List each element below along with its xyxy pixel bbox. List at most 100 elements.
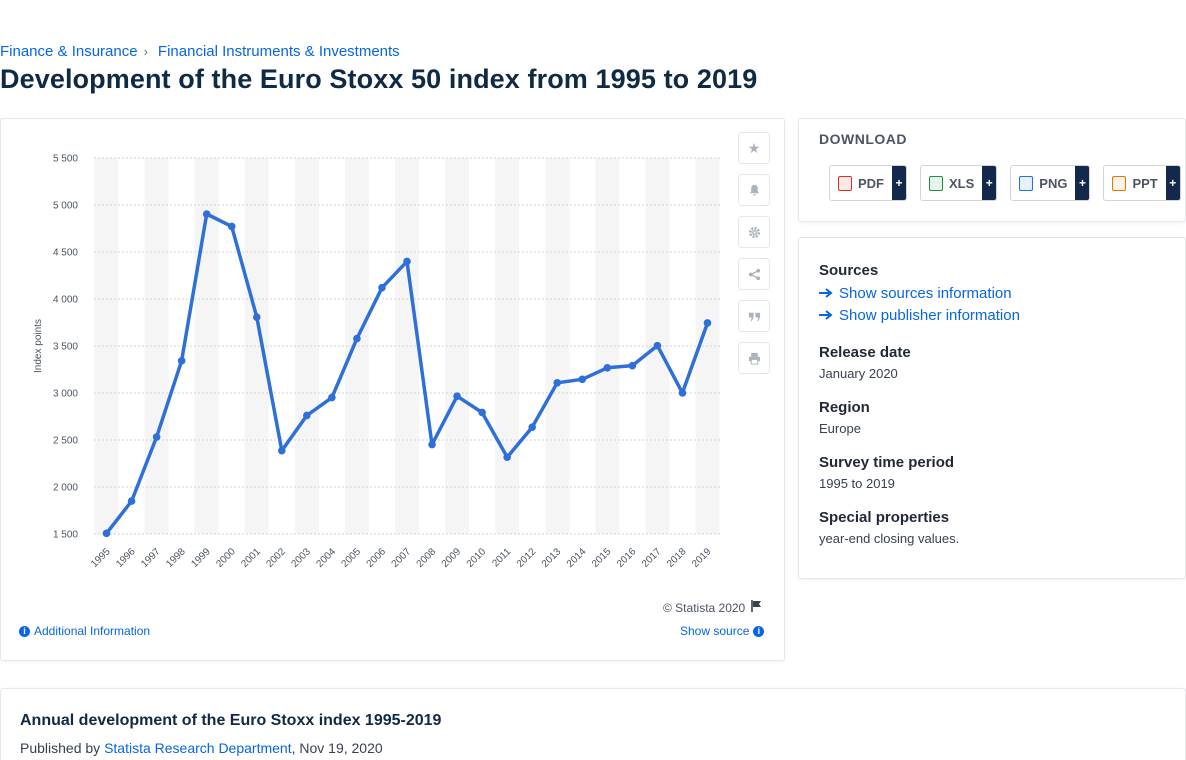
plus-icon[interactable]: + (982, 166, 997, 200)
star-icon[interactable]: ★ (738, 132, 770, 164)
y-tick-label: 3 500 (53, 342, 78, 353)
y-tick-label: 4 500 (53, 248, 78, 259)
year-band (244, 158, 269, 534)
additional-information-link[interactable]: i Additional Information (19, 624, 150, 638)
publisher-link[interactable]: Statista Research Department (104, 740, 292, 756)
y-tick-label: 1 500 (53, 530, 78, 541)
ppt-file-icon (1112, 175, 1127, 191)
y-tick-label: 2 000 (53, 483, 78, 494)
survey-period-label: Survey time period (819, 454, 955, 471)
data-point (303, 411, 311, 420)
data-point (628, 361, 637, 370)
year-band (344, 158, 369, 534)
data-point (653, 341, 662, 350)
png-file-icon (1019, 175, 1034, 191)
plus-icon[interactable]: + (892, 166, 906, 200)
x-tick-label: 2001 (239, 546, 263, 570)
download-ppt-label: PPT (1132, 175, 1158, 191)
x-tick-label: 2019 (690, 546, 714, 570)
show-source-label: Show source (680, 624, 750, 638)
data-point (252, 313, 261, 322)
data-point (553, 378, 562, 387)
breadcrumb: Finance & Insurance › Financial Instrume… (0, 43, 400, 60)
data-point (177, 357, 186, 365)
breadcrumb-item-finance[interactable]: Finance & Insurance (0, 43, 138, 60)
arrow-right-icon (819, 285, 833, 302)
bell-icon[interactable] (738, 174, 770, 206)
gear-icon[interactable] (738, 216, 770, 248)
download-card: DOWNLOAD PDF + XLS + PNG + (798, 118, 1186, 222)
pdf-file-icon (838, 175, 852, 191)
x-tick-label: 2010 (465, 546, 489, 570)
data-point (678, 389, 687, 397)
show-source-link[interactable]: Show source i (680, 624, 765, 638)
y-tick-label: 4 000 (53, 295, 78, 306)
data-points (102, 210, 712, 538)
x-tick-label: 1998 (164, 546, 188, 570)
info-icon: i (19, 625, 30, 637)
data-point (403, 257, 411, 266)
survey-period-value: 1995 to 2019 (819, 476, 895, 491)
data-point (127, 497, 136, 505)
x-tick-label: 2011 (490, 546, 513, 569)
release-date-value: January 2020 (819, 366, 898, 381)
x-tick-label: 2003 (289, 546, 313, 570)
sources-section: Sources Show sources information Show pu… (819, 262, 1020, 324)
statistic-info-card: Sources Show sources information Show pu… (798, 237, 1186, 579)
x-tick-label: 2012 (515, 546, 539, 570)
x-tick-label: 2009 (440, 546, 464, 570)
download-png-label: PNG (1039, 175, 1068, 191)
download-pdf-button[interactable]: PDF + (829, 165, 907, 201)
y-axis-ticks: 1 500 2 000 2 500 3 000 3 500 4 000 4 500 5 000… (53, 154, 78, 541)
published-date: , Nov 19, 2020 (291, 740, 383, 756)
copyright-text: © Statista 2020 (663, 600, 746, 615)
data-point (478, 408, 486, 417)
top-bar (0, 0, 1186, 36)
x-tick-label: 2005 (340, 546, 364, 570)
sources-label: Sources (819, 262, 879, 279)
release-date-section: Release date January 2020 (819, 344, 911, 381)
download-ppt-button[interactable]: PPT + (1103, 165, 1181, 201)
data-point (703, 319, 712, 327)
quote-icon[interactable] (738, 300, 770, 332)
flag-icon[interactable] (751, 600, 762, 615)
info-icon: i (753, 625, 765, 637)
print-icon[interactable] (738, 342, 770, 374)
download-xls-button[interactable]: XLS + (920, 165, 998, 201)
data-point (102, 529, 111, 538)
plus-icon[interactable]: + (1075, 166, 1090, 200)
x-tick-label: 2016 (615, 546, 639, 570)
year-band (545, 158, 570, 534)
y-tick-label: 2 500 (53, 436, 78, 447)
x-tick-label: 2002 (264, 546, 288, 570)
data-point (353, 334, 361, 343)
y-axis-label: Index points (33, 319, 44, 373)
year-band (445, 158, 470, 534)
breadcrumb-item-financial-instruments[interactable]: Financial Instruments & Investments (157, 43, 400, 60)
show-sources-label: Show sources information (839, 285, 1012, 302)
line-chart: 1 500 2 000 2 500 3 000 3 500 4 000 4 500 5 000… (33, 154, 720, 570)
x-tick-label: 2007 (390, 546, 414, 570)
x-tick-label: 1996 (114, 546, 138, 570)
download-png-button[interactable]: PNG + (1010, 165, 1091, 201)
show-sources-link[interactable]: Show sources information (819, 285, 1020, 302)
data-point (278, 446, 286, 455)
y-tick-label: 5 000 (53, 201, 78, 212)
data-point (227, 222, 236, 231)
special-properties-label: Special properties (819, 509, 950, 526)
show-publisher-label: Show publisher information (839, 307, 1020, 324)
download-pdf-label: PDF (858, 175, 884, 191)
chart-toolbar: ★ (738, 132, 770, 374)
x-tick-label: 1995 (89, 546, 113, 570)
data-point (603, 364, 612, 372)
release-date-label: Release date (819, 344, 911, 361)
data-point (528, 423, 536, 432)
share-icon[interactable] (738, 258, 770, 290)
download-title: DOWNLOAD (819, 131, 907, 147)
x-tick-label: 2017 (640, 546, 664, 570)
x-tick-label: 2013 (540, 546, 564, 570)
x-tick-label: 2006 (365, 546, 389, 570)
show-publisher-link[interactable]: Show publisher information (819, 307, 1020, 324)
grid-lines (94, 157, 720, 535)
plus-icon[interactable]: + (1165, 166, 1180, 200)
